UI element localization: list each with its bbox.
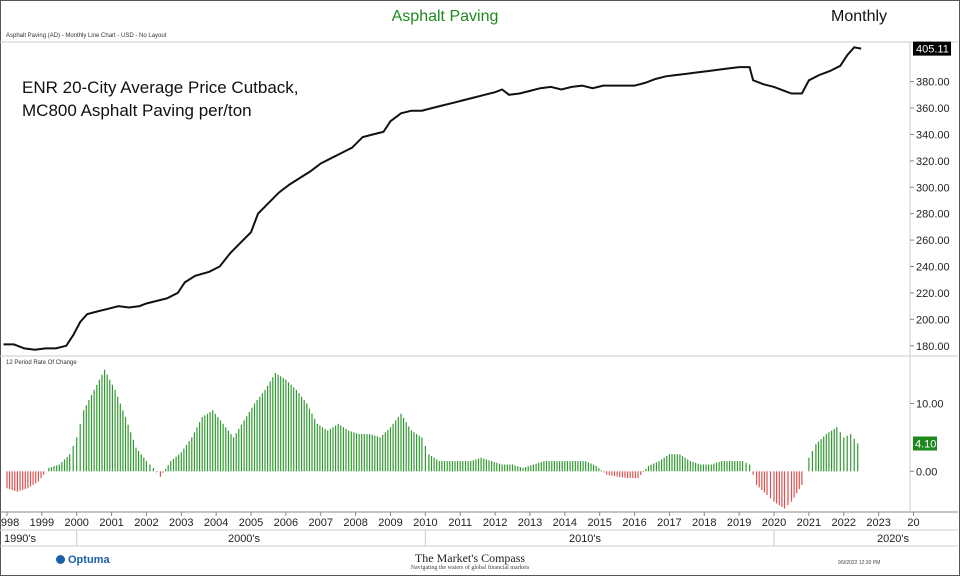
price-y-tick-label: 360.00 — [916, 103, 950, 115]
year-label: 2009 — [378, 517, 402, 529]
year-label: 2016 — [622, 517, 646, 529]
year-label: 2003 — [169, 517, 193, 529]
year-label: 2007 — [309, 517, 333, 529]
roc-panel-title: 12 Period Rate Of Change — [6, 360, 77, 366]
year-label: 2018 — [692, 517, 716, 529]
year-label: 2012 — [483, 517, 507, 529]
last-price-value: 405.11 — [916, 44, 949, 56]
year-label: 2021 — [797, 517, 821, 529]
optuma-logo-icon — [56, 555, 65, 564]
last-price-badge — [913, 41, 951, 56]
year-label: 2023 — [866, 517, 890, 529]
price-y-tick-label: 280.00 — [916, 209, 950, 221]
decade-label: 2020's — [877, 533, 910, 545]
year-label: 2020 — [762, 517, 786, 529]
year-label: 2004 — [204, 517, 228, 529]
price-y-tick-label: 380.00 — [916, 77, 950, 89]
decade-label: 2000's — [228, 533, 261, 545]
optuma-logo-text: Optuma — [68, 554, 110, 566]
footer-date: 9/9/2022 12:30 PM — [838, 560, 881, 566]
decade-label: 2010's — [569, 533, 602, 545]
year-label: 2022 — [832, 517, 856, 529]
year-label: 2019 — [727, 517, 751, 529]
year-label: 2002 — [134, 517, 158, 529]
last-roc-badge — [913, 436, 937, 451]
year-label: 2015 — [587, 517, 611, 529]
price-y-tick-label: 180.00 — [916, 341, 950, 353]
year-label: 2006 — [274, 517, 298, 529]
optuma-logo: Optuma — [56, 554, 110, 566]
roc-y-tick-label: 10.00 — [916, 398, 944, 410]
price-y-tick-label: 340.00 — [916, 129, 950, 141]
year-label: 2010 — [413, 517, 437, 529]
year-label: 2017 — [657, 517, 681, 529]
price-y-tick-label: 300.00 — [916, 182, 950, 194]
last-roc-value: 4.10 — [915, 438, 936, 450]
year-label: 2011 — [448, 517, 472, 529]
price-y-tick-label: 200.00 — [916, 314, 950, 326]
year-label: 2013 — [518, 517, 542, 529]
price-y-tick-label: 220.00 — [916, 288, 950, 300]
year-label: 2000 — [64, 517, 88, 529]
brand-tagline: Navigating the waters of global financia… — [410, 565, 530, 571]
chart-title: Asphalt Paving — [391, 8, 499, 25]
period-label[interactable]: Monthly — [831, 8, 888, 25]
year-label: 1998 — [0, 517, 19, 529]
year-label: 2008 — [343, 517, 367, 529]
decade-label: 1990's — [4, 533, 37, 545]
year-label: 1999 — [30, 517, 54, 529]
price-y-tick-label: 240.00 — [916, 262, 950, 274]
price-series-line — [3, 46, 862, 351]
year-label: 2005 — [239, 517, 263, 529]
year-label: 2014 — [553, 517, 577, 529]
chart-subtitle: Asphalt Paving (AD) - Monthly Line Chart… — [6, 33, 167, 39]
price-y-tick-label: 320.00 — [916, 156, 950, 168]
roc-y-tick-label: 0.00 — [916, 466, 937, 478]
brand-name: The Market's Compass — [414, 551, 526, 565]
annotation-line-2: MC800 Asphalt Paving per/ton — [22, 101, 252, 120]
price-y-tick-label: 260.00 — [916, 235, 950, 247]
year-label: 2001 — [99, 517, 123, 529]
annotation-line-1: ENR 20-City Average Price Cutback, — [22, 78, 299, 97]
year-label: 20 — [907, 517, 919, 529]
